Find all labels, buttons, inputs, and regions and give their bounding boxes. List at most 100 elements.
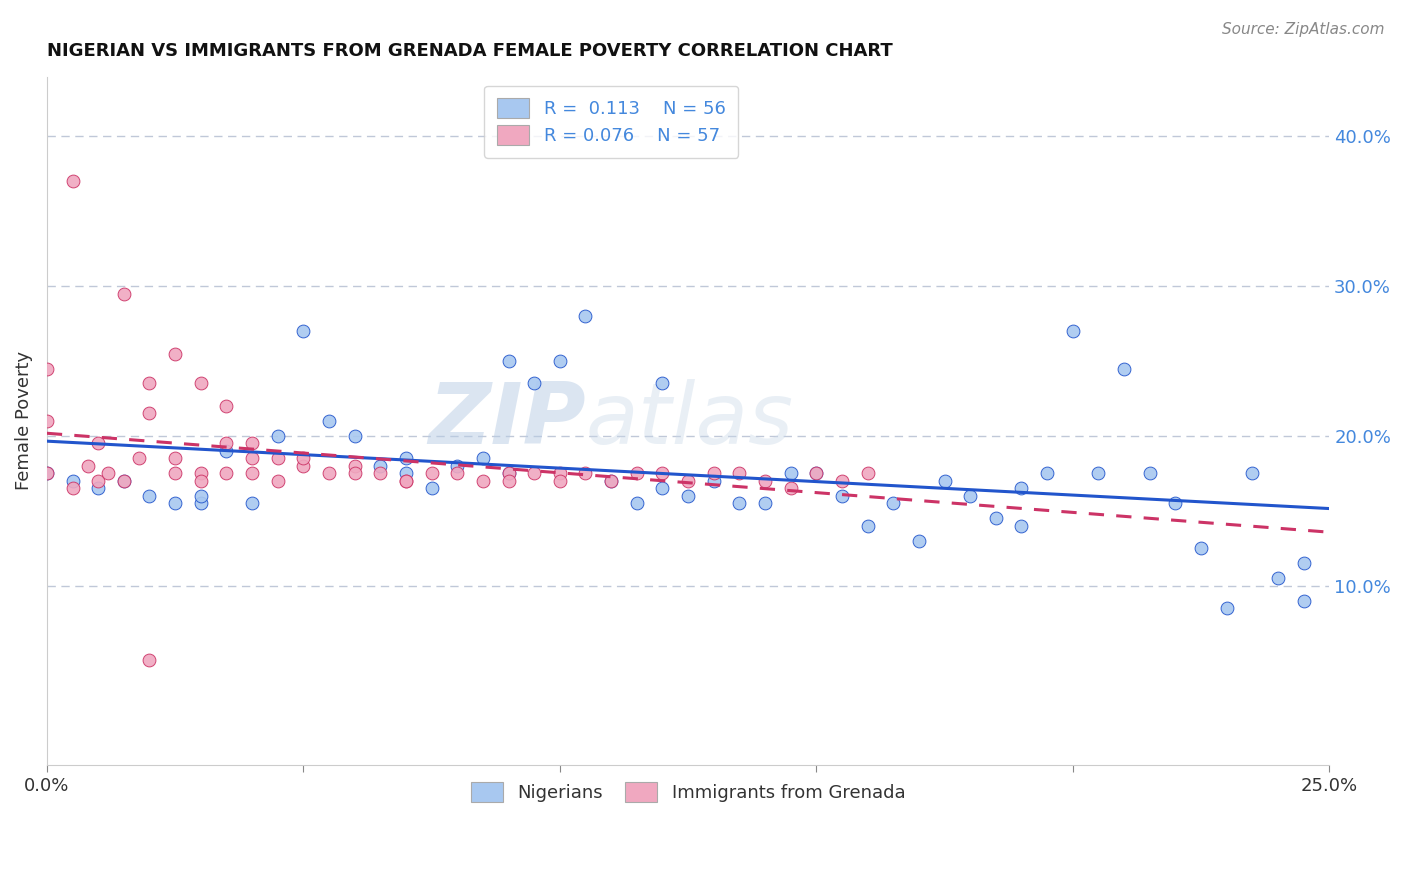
Point <box>651 481 673 495</box>
Point <box>420 481 443 495</box>
Point <box>62 481 84 495</box>
Point <box>267 474 290 488</box>
Point <box>1215 601 1237 615</box>
Point <box>395 474 418 488</box>
Point <box>128 451 150 466</box>
Point <box>1062 324 1084 338</box>
Point <box>35 467 58 481</box>
Point <box>112 286 135 301</box>
Point <box>240 451 263 466</box>
Point <box>343 429 366 443</box>
Point <box>856 467 879 481</box>
Point <box>97 467 120 481</box>
Point <box>934 474 956 488</box>
Point <box>190 496 212 510</box>
Point <box>574 467 596 481</box>
Point <box>1011 518 1033 533</box>
Point <box>498 354 520 368</box>
Point <box>806 467 828 481</box>
Point <box>1112 361 1135 376</box>
Point <box>908 533 931 548</box>
Point <box>1011 481 1033 495</box>
Text: ZIP: ZIP <box>427 379 585 462</box>
Point <box>240 467 263 481</box>
Point <box>498 467 520 481</box>
Point <box>959 489 981 503</box>
Point <box>395 451 418 466</box>
Point <box>292 324 315 338</box>
Point <box>548 354 571 368</box>
Point <box>754 474 776 488</box>
Point <box>676 489 699 503</box>
Point <box>728 496 751 510</box>
Point <box>779 481 801 495</box>
Point <box>190 474 212 488</box>
Point <box>806 467 828 481</box>
Point <box>240 496 263 510</box>
Point <box>318 467 340 481</box>
Point <box>165 346 187 360</box>
Point <box>1036 467 1059 481</box>
Point <box>1139 467 1161 481</box>
Point <box>368 467 391 481</box>
Point <box>651 467 673 481</box>
Point <box>343 467 366 481</box>
Point <box>292 458 315 473</box>
Point <box>420 467 443 481</box>
Point <box>267 451 290 466</box>
Point <box>292 451 315 466</box>
Point <box>471 474 494 488</box>
Point <box>626 496 648 510</box>
Point <box>87 436 110 450</box>
Point <box>215 436 238 450</box>
Point <box>62 474 84 488</box>
Point <box>446 467 468 481</box>
Point <box>165 451 187 466</box>
Point <box>600 474 623 488</box>
Point <box>1164 496 1187 510</box>
Point <box>882 496 904 510</box>
Point <box>548 467 571 481</box>
Point <box>395 474 418 488</box>
Point <box>190 467 212 481</box>
Point <box>523 467 546 481</box>
Point <box>984 511 1007 525</box>
Point <box>471 451 494 466</box>
Point <box>35 414 58 428</box>
Point <box>831 474 853 488</box>
Point <box>87 481 110 495</box>
Point <box>165 467 187 481</box>
Point <box>215 399 238 413</box>
Text: Source: ZipAtlas.com: Source: ZipAtlas.com <box>1222 22 1385 37</box>
Point <box>190 489 212 503</box>
Point <box>1241 467 1264 481</box>
Point <box>446 458 468 473</box>
Point <box>1087 467 1109 481</box>
Point <box>87 474 110 488</box>
Legend: Nigerians, Immigrants from Grenada: Nigerians, Immigrants from Grenada <box>458 770 918 814</box>
Point <box>165 496 187 510</box>
Point <box>62 174 84 188</box>
Text: atlas: atlas <box>585 379 793 462</box>
Point <box>831 489 853 503</box>
Point <box>395 467 418 481</box>
Point <box>498 474 520 488</box>
Point <box>651 376 673 391</box>
Y-axis label: Female Poverty: Female Poverty <box>15 351 32 491</box>
Point <box>523 376 546 391</box>
Point <box>138 489 160 503</box>
Point <box>574 309 596 323</box>
Point <box>138 376 160 391</box>
Point <box>368 458 391 473</box>
Point <box>35 467 58 481</box>
Point <box>779 467 801 481</box>
Text: NIGERIAN VS IMMIGRANTS FROM GRENADA FEMALE POVERTY CORRELATION CHART: NIGERIAN VS IMMIGRANTS FROM GRENADA FEMA… <box>46 42 893 60</box>
Point <box>112 474 135 488</box>
Point <box>626 467 648 481</box>
Point <box>35 361 58 376</box>
Point <box>215 467 238 481</box>
Point <box>77 458 100 473</box>
Point <box>138 653 160 667</box>
Point <box>215 443 238 458</box>
Point <box>138 406 160 420</box>
